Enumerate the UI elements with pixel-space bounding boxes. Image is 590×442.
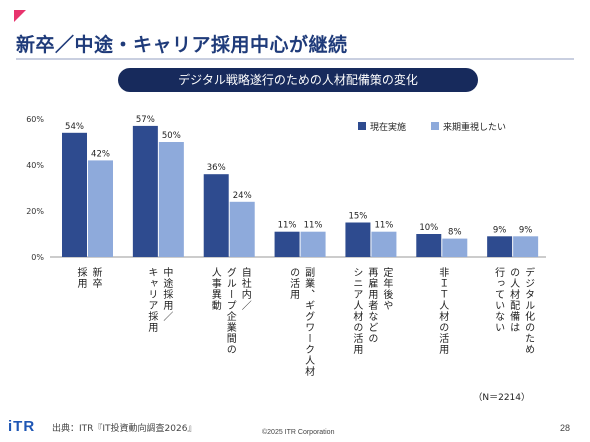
bar — [274, 231, 300, 257]
bar-value-label: 24% — [233, 191, 252, 201]
category-label: 自社内／ — [239, 266, 251, 311]
bar — [416, 234, 442, 257]
chart-title-banner: デジタル戦略遂行のための人材配備策の変化 — [118, 68, 478, 92]
sample-size-note: （N＝2214） — [473, 392, 530, 403]
y-tick-label: 0% — [31, 253, 44, 262]
bar-value-label: 54% — [65, 122, 84, 132]
category-label: 定年後や — [381, 266, 393, 311]
bar-value-label: 9% — [519, 225, 533, 235]
bar — [487, 236, 513, 257]
bar — [203, 174, 229, 257]
bar — [229, 201, 255, 257]
corner-accent-mark — [14, 10, 26, 22]
bar — [158, 142, 184, 257]
copyright: ©2025 ITR Corporation — [262, 429, 335, 436]
bar — [88, 160, 113, 257]
bar-value-label: 50% — [162, 131, 181, 141]
bar-value-label: 8% — [448, 228, 462, 238]
bar — [62, 132, 87, 257]
itr-logo: iTR — [8, 418, 36, 435]
y-tick-label: 20% — [26, 207, 44, 216]
bar — [300, 231, 326, 257]
bar-value-label: 9% — [493, 225, 507, 235]
category-label: グループ企業間の — [224, 267, 236, 355]
category-label: 非ＩＴ人材の活用 — [437, 267, 449, 355]
category-label: 中途採用／ — [161, 266, 173, 322]
category-label: デジタル化のため — [523, 266, 535, 355]
category-label: 採用 — [75, 266, 87, 289]
bar-value-label: 10% — [419, 223, 438, 233]
bar-value-label: 57% — [136, 115, 155, 125]
category-label: シニア人材の活用 — [351, 267, 363, 355]
bar-value-label: 15% — [348, 212, 367, 222]
bar — [345, 222, 371, 257]
bar-value-label: 36% — [207, 163, 226, 173]
bar — [132, 125, 158, 258]
category-label: 再雇用者などの — [366, 267, 378, 344]
bar-value-label: 11% — [278, 221, 297, 231]
legend-swatch — [431, 122, 439, 130]
category-label: の人材配備は — [508, 267, 520, 333]
bar — [371, 231, 397, 257]
bar-value-label: 42% — [91, 149, 110, 159]
legend-label: 来期重視したい — [443, 121, 506, 133]
y-tick-label: 40% — [26, 161, 44, 170]
page-number: 28 — [560, 423, 571, 433]
bar — [513, 236, 539, 257]
category-label: 副業、ギグワーク人材 — [303, 267, 315, 377]
legend-label: 現在実施 — [370, 121, 406, 133]
bar-value-label: 11% — [374, 221, 393, 231]
category-label: 新卒 — [90, 266, 102, 289]
source-note: 出典：ITR『IT投資動向調査2026』 — [52, 424, 197, 434]
y-tick-label: 60% — [26, 115, 44, 124]
legend-swatch — [358, 122, 366, 130]
bar — [442, 238, 468, 257]
slide-title: 新卒／中途・キャリア採用中心が継続 — [16, 34, 348, 56]
bar-value-label: 11% — [304, 221, 323, 231]
category-label: 人事異動 — [209, 267, 221, 311]
title-divider — [16, 58, 574, 60]
category-label: 行っていない — [493, 266, 505, 333]
category-label: の活用 — [288, 267, 300, 300]
category-label: キャリア採用 — [146, 267, 158, 333]
